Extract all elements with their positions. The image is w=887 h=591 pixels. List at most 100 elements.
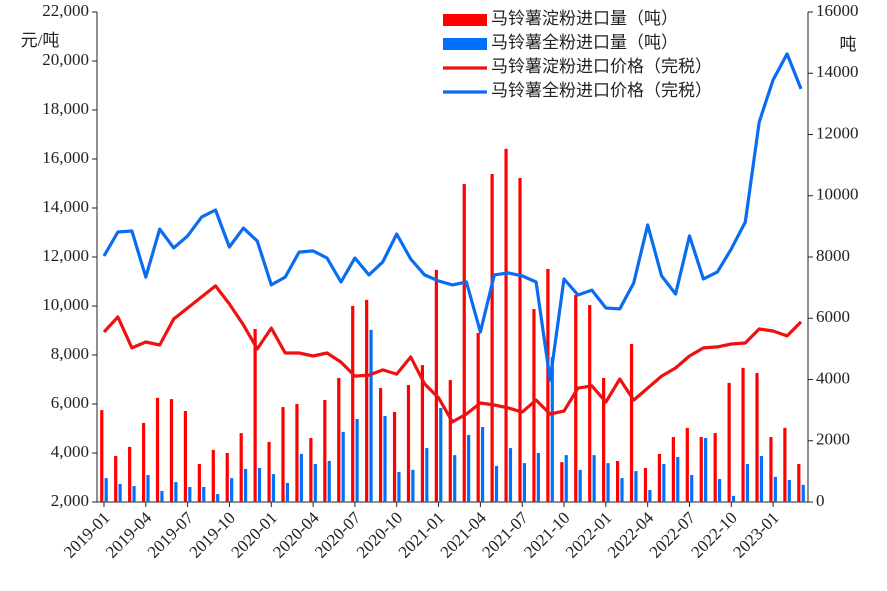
bar [490, 174, 494, 502]
bar [662, 464, 666, 502]
y-tick-label: 18,000 [42, 99, 89, 118]
bar [313, 464, 317, 502]
bar [257, 468, 262, 502]
bar [629, 343, 634, 502]
y2-tick-label: 4000 [816, 368, 850, 387]
y2-tick-label: 0 [816, 491, 825, 510]
legend-swatch [443, 14, 487, 26]
y-tick-label: 12,000 [42, 246, 89, 265]
bar [174, 482, 178, 502]
bar [100, 410, 104, 502]
bar [522, 463, 527, 502]
legend-label: 马铃薯淀粉进口价格（完税） [491, 57, 712, 76]
x-tick-label: 2019-04 [102, 508, 156, 562]
bar [634, 471, 638, 502]
bar [755, 373, 759, 502]
bar [271, 474, 276, 502]
line [102, 52, 803, 382]
bar [341, 431, 345, 502]
bar [731, 495, 736, 502]
x-tick-label: 2020-07 [311, 508, 365, 562]
bar [397, 471, 401, 502]
bar [578, 469, 582, 502]
legend-swatch [443, 38, 487, 50]
bar [704, 437, 708, 502]
bar [439, 407, 443, 502]
bar [216, 494, 220, 502]
bar [504, 148, 508, 503]
bar [476, 332, 480, 502]
y-tick-label: 2,000 [51, 491, 89, 510]
bar [202, 486, 206, 502]
bar [769, 437, 773, 502]
x-tick-label: 2019-07 [144, 508, 198, 562]
y2-tick-label: 6000 [816, 307, 850, 326]
bar [188, 486, 192, 502]
y-tick-label: 20,000 [42, 50, 89, 69]
y-tick-label: 22,000 [42, 1, 89, 20]
bar [685, 427, 689, 502]
x-tick-label: 2022-10 [687, 508, 741, 562]
y-tick-label: 8,000 [51, 344, 89, 363]
bar [197, 464, 201, 502]
bar [327, 460, 331, 502]
y-tick-label: 6,000 [51, 393, 89, 412]
bar [141, 422, 146, 502]
bar [783, 427, 787, 502]
y2-tick-label: 12000 [816, 123, 859, 142]
y2-tick-label: 2000 [816, 430, 850, 449]
bar [727, 382, 731, 502]
bar [267, 441, 271, 502]
bar [351, 306, 355, 502]
bar [448, 380, 452, 502]
bar [243, 468, 248, 502]
bar [536, 453, 540, 502]
bar [383, 415, 387, 502]
bar [295, 404, 299, 502]
bar [323, 400, 327, 502]
bar [532, 309, 536, 502]
bar [588, 305, 592, 502]
bar [355, 419, 359, 502]
bar [620, 478, 624, 502]
bar [741, 367, 745, 502]
bar [225, 453, 229, 502]
bar [146, 475, 150, 502]
bar [118, 483, 122, 502]
bar [453, 455, 457, 502]
bar [281, 407, 285, 502]
bar [759, 456, 764, 502]
bar [128, 446, 132, 502]
bar [546, 268, 550, 502]
bar [211, 449, 215, 502]
bar [104, 478, 108, 502]
y2-tick-label: 8000 [816, 246, 850, 265]
x-tick-label: 2020-10 [353, 508, 407, 562]
legend-label: 马铃薯全粉进口量（吨） [491, 33, 678, 52]
bar [132, 486, 136, 502]
bar [160, 490, 164, 502]
bar [378, 388, 383, 502]
bar [676, 456, 680, 502]
bar [602, 377, 606, 502]
y-tick-label: 14,000 [42, 197, 89, 216]
x-tick-label: 2019-10 [186, 508, 240, 562]
bar [309, 437, 313, 502]
y2-tick-label: 16000 [816, 1, 859, 20]
bar [494, 465, 499, 502]
bar [285, 483, 290, 502]
line [102, 284, 803, 424]
legend-label: 马铃薯淀粉进口量（吨） [491, 9, 678, 28]
bar [114, 456, 118, 502]
bar [564, 455, 568, 502]
y-tick-label: 16,000 [42, 148, 89, 167]
x-tick-label: 2020-01 [227, 508, 281, 562]
bar [550, 357, 554, 502]
x-tick-label: 2023-01 [729, 508, 783, 562]
bar [392, 411, 397, 502]
bar [773, 476, 777, 502]
bar [467, 434, 471, 502]
bar [690, 475, 694, 502]
